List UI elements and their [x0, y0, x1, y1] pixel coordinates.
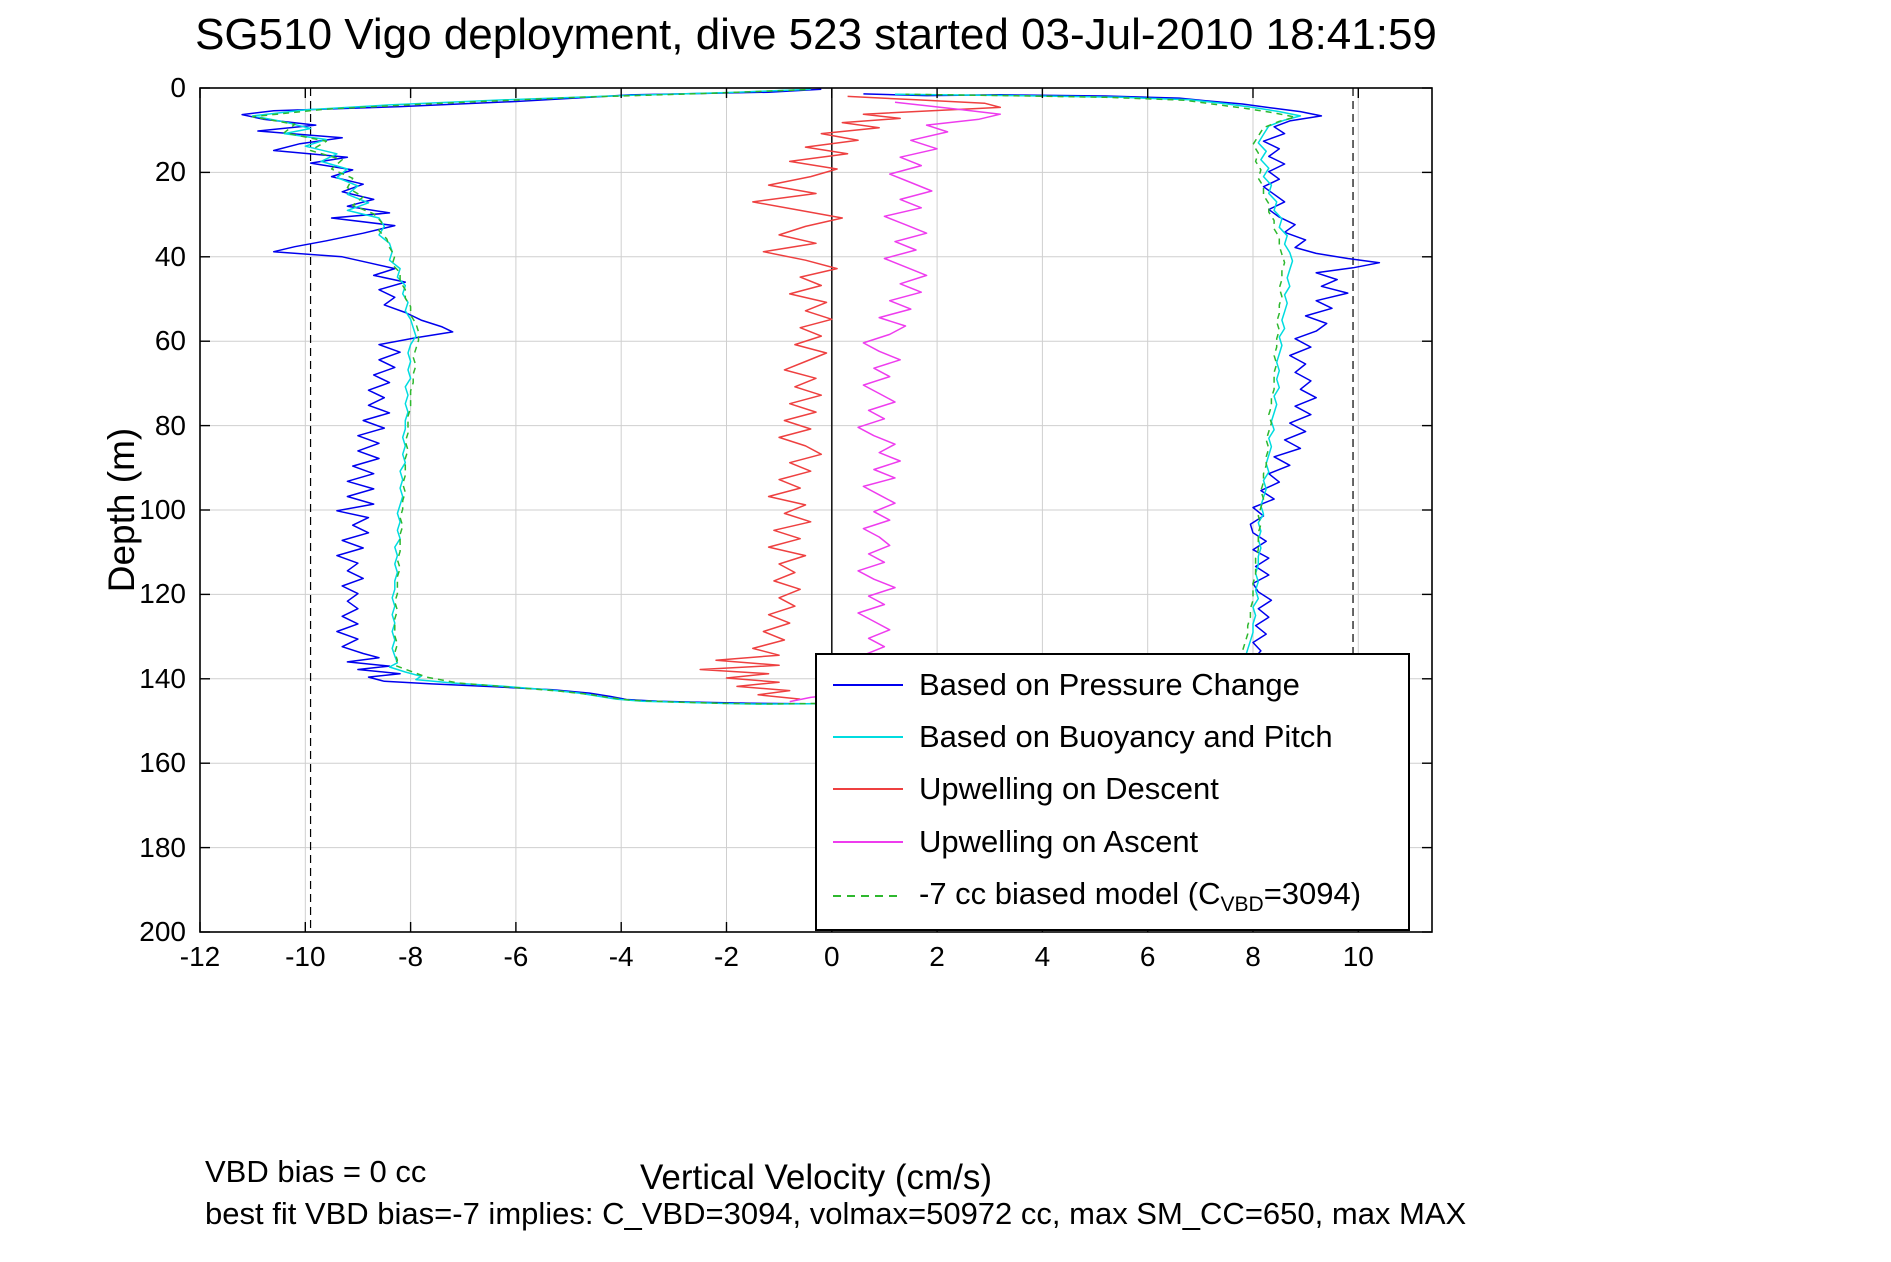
legend-label: Based on Buoyancy and Pitch [919, 719, 1333, 755]
y-tick-label: 160 [139, 747, 186, 779]
legend-entry: -7 cc biased model (CVBD=3094) [817, 876, 1408, 917]
y-tick-label: 100 [139, 494, 186, 525]
y-tick-label: 20 [154, 156, 186, 188]
y-tick-label: 120 [139, 578, 186, 610]
x-tick-label: 2 [929, 941, 945, 972]
legend-entry: Upwelling on Ascent [817, 824, 1408, 860]
legend-label: Upwelling on Ascent [919, 823, 1199, 859]
y-tick-label: 140 [139, 662, 186, 694]
legend-line-sample [833, 840, 903, 843]
x-axis-label: Vertical Velocity (cm/s) [639, 1158, 993, 1197]
x-tick-label: -10 [285, 941, 326, 972]
y-tick-label: 0 [170, 72, 186, 103]
x-tick-label: 8 [1245, 941, 1261, 972]
legend-entry: Upwelling on Descent [817, 771, 1408, 807]
x-tick-label: -2 [714, 941, 739, 972]
chart-title: SG510 Vigo deployment, dive 523 started … [195, 10, 1437, 59]
x-tick-label: 10 [1342, 941, 1374, 972]
legend-label: Upwelling on Descent [919, 771, 1219, 807]
x-tick-label: -12 [179, 941, 221, 972]
best-fit-text: best fit VBD bias=-7 implies: C_VBD=3094… [205, 1196, 1467, 1231]
y-tick-label: 60 [154, 325, 186, 357]
vbd-bias-text: VBD bias = 0 cc [205, 1154, 427, 1189]
series-line-pressure-change [241, 88, 1381, 705]
x-tick-label: -4 [608, 941, 634, 972]
legend-entry: Based on Pressure Change [817, 667, 1408, 703]
legend-line-sample [833, 788, 903, 791]
y-tick-label: 40 [154, 240, 186, 272]
y-tick-label: 200 [139, 916, 186, 947]
legend-line-sample [833, 736, 903, 739]
legend-line-sample [833, 895, 903, 898]
legend-line-sample [833, 684, 903, 687]
x-tick-label: -6 [503, 941, 529, 972]
legend: Based on Pressure Change Based on Buoyanc… [815, 653, 1410, 931]
x-tick-label: -8 [398, 941, 424, 972]
legend-entry: Based on Buoyancy and Pitch [817, 719, 1408, 755]
y-tick-label: 180 [139, 831, 186, 863]
x-tick-label: 6 [1139, 941, 1156, 972]
series-line-upwelling-ascent [789, 101, 1002, 703]
x-tick-label: 4 [1034, 941, 1051, 972]
y-tick-label: 80 [154, 409, 186, 441]
legend-label-subscript: VBD [1220, 892, 1264, 916]
series-line-upwelling-descent [699, 95, 1002, 700]
x-tick-label: 0 [823, 941, 840, 972]
legend-label: Based on Pressure Change [919, 667, 1300, 703]
legend-label: -7 cc biased model (CVBD=3094) [919, 875, 1362, 916]
